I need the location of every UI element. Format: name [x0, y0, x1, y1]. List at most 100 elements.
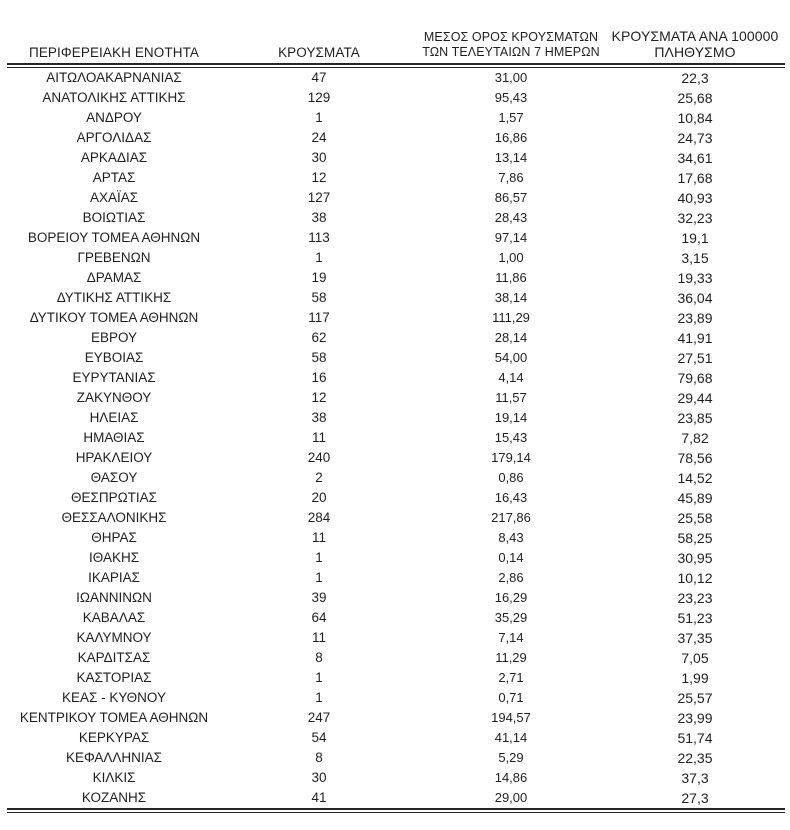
column-header-avg-7day: ΜΕΣΟΣ ΟΡΟΣ ΚΡΟΥΣΜΑΤΩΝ ΤΩΝ ΤΕΛΕΥΤΑΙΩΝ 7 Η…: [417, 30, 605, 60]
table-row: ΘΕΣΣΑΛΟΝΙΚΗΣ 284 217,86 25,58: [7, 508, 785, 528]
table-row: ΚΑΣΤΟΡΙΑΣ 1 2,71 1,99: [7, 668, 785, 688]
avg-7day-value: 38,14: [494, 290, 528, 305]
cases-value: 11: [311, 430, 326, 445]
avg-7day-value: 15,43: [494, 430, 528, 445]
column-header-avg-7day-line1: ΜΕΣΟΣ ΟΡΟΣ ΚΡΟΥΣΜΑΤΩΝ: [423, 30, 599, 44]
per-100k-value: 7,05: [681, 650, 709, 666]
region-name: ΘΕΣΠΡΩΤΙΑΣ: [70, 490, 158, 505]
avg-7day-value: 97,14: [494, 230, 528, 245]
table-row: ΑΡΓΟΛΙΔΑΣ 24 16,86 24,73: [7, 128, 785, 148]
table-row: ΕΒΡΟΥ 62 28,14 41,91: [7, 328, 785, 348]
table-row: ΔΥΤΙΚΟΥ ΤΟΜΕΑ ΑΘΗΝΩΝ 117 111,29 23,89: [7, 308, 785, 328]
per-100k-value: 10,12: [677, 570, 713, 586]
per-100k-value: 23,23: [677, 590, 713, 606]
column-header-per-100k-line2: ΠΛΗΘΥΣΜΟ: [654, 44, 736, 60]
cases-value: 16: [311, 370, 327, 385]
table-row: ΔΡΑΜΑΣ 19 11,86 19,33: [7, 268, 785, 288]
cases-value: 38: [311, 410, 327, 425]
per-100k-value: 27,3: [681, 790, 709, 806]
region-name: ΚΕΑΣ - ΚΥΘΝΟΥ: [62, 690, 166, 705]
region-name: ΚΑΒΑΛΑΣ: [82, 610, 146, 625]
cases-value: 38: [311, 210, 327, 225]
per-100k-value: 22,3: [681, 70, 709, 86]
region-name: ΚΑΡΔΙΤΣΑΣ: [77, 650, 151, 665]
avg-7day-value: 16,43: [494, 490, 528, 505]
table-row: ΚΕΑΣ - ΚΥΘΝΟΥ 1 0,71 25,57: [7, 688, 785, 708]
per-100k-value: 29,44: [677, 390, 713, 406]
region-name: ΘΗΡΑΣ: [91, 530, 137, 545]
region-name: ΑΝΑΤΟΛΙΚΗΣ ΑΤΤΙΚΗΣ: [42, 90, 186, 105]
table-row: ΚΑΛΥΜΝΟΥ 11 7,14 37,35: [7, 628, 785, 648]
table-row: ΙΩΑΝΝΙΝΩΝ 39 16,29 23,23: [7, 588, 785, 608]
table-header-row: ΠΕΡΙΦΕΡΕΙΑΚΗ ΕΝΟΤΗΤΑ ΚΡΟΥΣΜΑΤΑ ΜΕΣΟΣ ΟΡΟ…: [7, 28, 785, 63]
cases-value: 8: [315, 650, 323, 665]
table-row: ΑΝΑΤΟΛΙΚΗΣ ΑΤΤΙΚΗΣ 129 95,43 25,68: [7, 88, 785, 108]
avg-7day-value: 13,14: [494, 150, 528, 165]
table-row: ΚΕΡΚΥΡΑΣ 54 41,14 51,74: [7, 728, 785, 748]
avg-7day-value: 16,86: [494, 130, 528, 145]
table-row: ΚΕΝΤΡΙΚΟΥ ΤΟΜΕΑ ΑΘΗΝΩΝ 247 194,57 23,99: [7, 708, 785, 728]
cases-value: 62: [311, 330, 327, 345]
cases-value: 39: [311, 590, 327, 605]
avg-7day-value: 179,14: [491, 450, 531, 465]
table-row: ΑΙΤΩΛΟΑΚΑΡΝΑΝΙΑΣ 47 31,00 22,3: [7, 68, 785, 88]
table-row: ΚΑΡΔΙΤΣΑΣ 8 11,29 7,05: [7, 648, 785, 668]
per-100k-value: 14,52: [677, 470, 713, 486]
region-name: ΚΑΛΥΜΝΟΥ: [76, 630, 152, 645]
region-name: ΚΑΣΤΟΡΙΑΣ: [76, 670, 152, 685]
region-name: ΑΧΑΪΑΣ: [89, 190, 139, 205]
cases-value: 1: [315, 670, 323, 685]
cases-value: 1: [315, 110, 323, 125]
per-100k-value: 78,56: [677, 450, 713, 466]
per-100k-value: 25,58: [677, 510, 713, 526]
cases-value: 58: [311, 350, 327, 365]
region-name: ΕΒΡΟΥ: [90, 330, 138, 345]
region-name: ΙΘΑΚΗΣ: [88, 550, 140, 565]
region-name: ΒΟΙΩΤΙΑΣ: [82, 210, 146, 225]
avg-7day-value: 11,86: [495, 270, 527, 285]
table-row: ΑΡΚΑΔΙΑΣ 30 13,14 34,61: [7, 148, 785, 168]
avg-7day-value: 19,14: [494, 410, 528, 425]
per-100k-value: 34,61: [677, 150, 713, 166]
per-100k-value: 19,1: [681, 230, 709, 246]
per-100k-value: 41,91: [677, 330, 713, 346]
avg-7day-value: 7,86: [498, 170, 524, 185]
per-100k-value: 23,89: [677, 310, 713, 326]
cases-value: 117: [308, 310, 330, 325]
avg-7day-value: 31,00: [494, 70, 528, 85]
region-name: ΚΕΝΤΡΙΚΟΥ ΤΟΜΕΑ ΑΘΗΝΩΝ: [19, 710, 209, 725]
cases-value: 64: [311, 610, 327, 625]
table-row: ΖΑΚΥΝΘΟΥ 12 11,57 29,44: [7, 388, 785, 408]
table-row: ΚΟΖΑΝΗΣ 41 29,00 27,3: [7, 788, 785, 808]
region-name: ΗΛΕΙΑΣ: [89, 410, 139, 425]
cases-value: 240: [307, 450, 331, 465]
table-row: ΗΜΑΘΙΑΣ 11 15,43 7,82: [7, 428, 785, 448]
per-100k-value: 37,35: [677, 630, 713, 646]
per-100k-value: 40,93: [677, 190, 713, 206]
column-header-per-100k: ΚΡΟΥΣΜΑΤΑ ΑΝΑ 100000 ΠΛΗΘΥΣΜΟ: [605, 28, 785, 60]
avg-7day-value: 4,14: [498, 370, 524, 385]
per-100k-value: 79,68: [677, 370, 713, 386]
per-100k-value: 25,57: [677, 690, 713, 706]
per-100k-value: 36,04: [677, 290, 713, 306]
avg-7day-value: 11,29: [495, 650, 527, 665]
cases-value: 58: [311, 290, 327, 305]
region-name: ΖΑΚΥΝΘΟΥ: [76, 390, 152, 405]
per-100k-value: 25,68: [677, 90, 713, 106]
table-row: ΚΕΦΑΛΛΗΝΙΑΣ 8 5,29 22,35: [7, 748, 785, 768]
avg-7day-value: 14,86: [494, 770, 528, 785]
cases-value: 47: [311, 70, 327, 85]
per-100k-value: 51,23: [677, 610, 713, 626]
avg-7day-value: 7,14: [498, 630, 524, 645]
per-100k-value: 22,35: [677, 750, 713, 766]
avg-7day-value: 5,29: [498, 750, 524, 765]
table-row: ΚΑΒΑΛΑΣ 64 35,29 51,23: [7, 608, 785, 628]
avg-7day-value: 2,86: [498, 570, 524, 585]
region-name: ΑΝΔΡΟΥ: [86, 110, 142, 125]
cases-value: 11: [311, 630, 326, 645]
column-header-region: ΠΕΡΙΦΕΡΕΙΑΚΗ ΕΝΟΤΗΤΑ: [28, 45, 200, 60]
cases-value: 129: [307, 90, 331, 105]
per-100k-value: 51,74: [677, 730, 713, 746]
per-100k-value: 7,82: [681, 430, 709, 446]
